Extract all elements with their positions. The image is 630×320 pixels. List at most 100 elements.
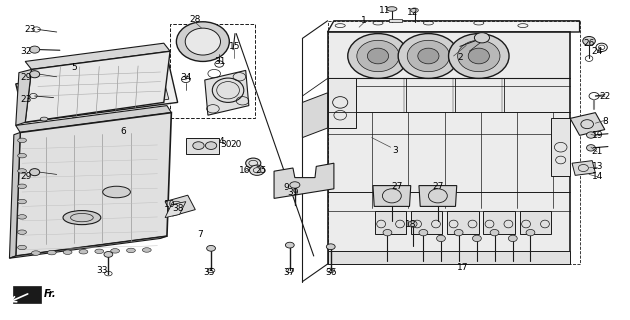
- Ellipse shape: [30, 46, 40, 53]
- Text: 10: 10: [164, 200, 176, 209]
- Polygon shape: [9, 132, 20, 258]
- Text: 17: 17: [457, 263, 469, 272]
- Text: 32: 32: [21, 47, 32, 56]
- Polygon shape: [389, 19, 402, 22]
- Text: 2: 2: [457, 53, 462, 62]
- Text: 24: 24: [592, 47, 603, 56]
- Ellipse shape: [104, 252, 113, 257]
- Text: 26: 26: [583, 39, 595, 48]
- Text: 29: 29: [21, 172, 32, 181]
- Text: 22: 22: [599, 92, 610, 101]
- Polygon shape: [16, 106, 171, 132]
- Text: 5: 5: [71, 63, 77, 72]
- Ellipse shape: [407, 40, 450, 72]
- Text: 11: 11: [379, 6, 390, 15]
- Ellipse shape: [72, 117, 79, 121]
- Text: 13: 13: [592, 162, 603, 171]
- Text: 34: 34: [180, 73, 192, 82]
- Polygon shape: [373, 186, 411, 206]
- Bar: [328, 251, 570, 264]
- Ellipse shape: [18, 199, 26, 204]
- Polygon shape: [28, 69, 169, 117]
- Ellipse shape: [176, 22, 229, 61]
- Ellipse shape: [205, 142, 217, 149]
- Ellipse shape: [18, 138, 26, 143]
- Text: 25: 25: [256, 166, 267, 175]
- Ellipse shape: [490, 229, 499, 236]
- Ellipse shape: [411, 8, 418, 12]
- Text: 15: 15: [229, 42, 240, 51]
- Polygon shape: [13, 286, 41, 303]
- Ellipse shape: [18, 184, 26, 188]
- Ellipse shape: [437, 235, 445, 242]
- Ellipse shape: [127, 248, 135, 253]
- Polygon shape: [165, 195, 195, 216]
- Ellipse shape: [30, 71, 40, 78]
- Bar: [186, 138, 219, 154]
- Ellipse shape: [249, 165, 265, 175]
- Polygon shape: [165, 202, 186, 218]
- Ellipse shape: [468, 48, 490, 64]
- Polygon shape: [9, 236, 167, 258]
- Ellipse shape: [63, 211, 101, 225]
- Ellipse shape: [18, 230, 26, 235]
- Polygon shape: [16, 113, 171, 256]
- Ellipse shape: [142, 248, 151, 252]
- Ellipse shape: [457, 40, 500, 72]
- Ellipse shape: [387, 7, 397, 11]
- Polygon shape: [16, 69, 32, 125]
- Polygon shape: [25, 51, 170, 122]
- Polygon shape: [483, 211, 515, 234]
- Ellipse shape: [30, 169, 40, 176]
- Ellipse shape: [111, 249, 120, 253]
- Text: 12: 12: [407, 8, 418, 17]
- Ellipse shape: [135, 117, 142, 121]
- Polygon shape: [274, 163, 334, 198]
- Ellipse shape: [18, 169, 26, 173]
- Ellipse shape: [47, 250, 56, 255]
- Text: 9: 9: [284, 183, 290, 192]
- Text: Fr.: Fr.: [44, 289, 57, 300]
- Polygon shape: [205, 70, 249, 115]
- Ellipse shape: [326, 244, 335, 250]
- Text: 38: 38: [172, 204, 183, 213]
- Ellipse shape: [398, 34, 459, 78]
- Text: 7: 7: [197, 230, 203, 239]
- Polygon shape: [328, 32, 570, 264]
- Ellipse shape: [32, 251, 40, 255]
- Ellipse shape: [418, 48, 439, 64]
- Ellipse shape: [357, 40, 399, 72]
- Text: 21: 21: [592, 147, 603, 156]
- Text: 30: 30: [220, 140, 231, 149]
- Ellipse shape: [587, 145, 595, 151]
- Ellipse shape: [408, 221, 417, 227]
- Text: 14: 14: [592, 172, 603, 181]
- Text: 37: 37: [283, 268, 294, 277]
- Ellipse shape: [367, 48, 389, 64]
- Bar: [328, 78, 356, 128]
- Ellipse shape: [472, 235, 481, 242]
- Polygon shape: [25, 43, 170, 69]
- Text: 28: 28: [190, 15, 201, 24]
- Ellipse shape: [449, 34, 509, 78]
- Polygon shape: [570, 113, 605, 135]
- Text: 20: 20: [231, 140, 242, 149]
- Ellipse shape: [18, 245, 26, 250]
- Ellipse shape: [285, 242, 294, 248]
- Ellipse shape: [526, 229, 535, 236]
- Polygon shape: [375, 211, 406, 234]
- Ellipse shape: [474, 33, 490, 43]
- Ellipse shape: [419, 229, 428, 236]
- Text: 23: 23: [21, 95, 32, 104]
- Ellipse shape: [79, 250, 88, 254]
- Ellipse shape: [508, 235, 517, 242]
- Text: 27: 27: [391, 182, 403, 191]
- Text: 1: 1: [360, 16, 367, 25]
- Ellipse shape: [383, 229, 392, 236]
- Polygon shape: [302, 93, 328, 138]
- Text: 35: 35: [203, 268, 215, 277]
- Text: 6: 6: [120, 127, 126, 136]
- Ellipse shape: [40, 117, 48, 121]
- Text: 3: 3: [392, 146, 399, 155]
- Text: 27: 27: [432, 182, 444, 191]
